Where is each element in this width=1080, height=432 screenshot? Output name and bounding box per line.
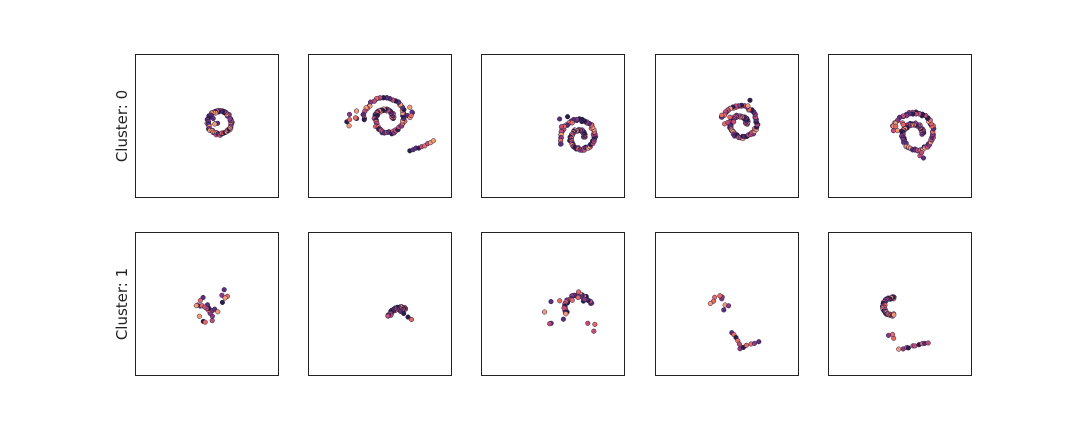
- point-1-0-18: [202, 304, 208, 310]
- row-label-1-text: Cluster: 1: [113, 267, 131, 341]
- point-0-2-126: [569, 120, 575, 126]
- point-1-2-43: [548, 299, 554, 305]
- scatter-plot-1-4: [879, 294, 931, 352]
- point-1-0-15: [215, 309, 221, 315]
- row-label-0-text: Cluster: 0: [113, 89, 131, 163]
- point-1-0-21: [219, 299, 225, 305]
- point-0-2-128: [558, 124, 564, 130]
- point-0-0-77: [227, 116, 233, 122]
- scatter-plot-1-3: [707, 293, 762, 352]
- point-1-2-55: [569, 297, 575, 303]
- scatter-plot-0-0: [204, 107, 235, 138]
- point-1-3-8: [717, 293, 723, 299]
- scatter-plot-1-1: [385, 304, 415, 323]
- point-0-1-126: [346, 111, 353, 117]
- point-1-0-22: [222, 295, 228, 301]
- point-1-2-42: [560, 316, 566, 322]
- point-0-1-127: [353, 108, 360, 114]
- point-1-2-47: [563, 311, 569, 317]
- point-0-0-81: [212, 121, 218, 127]
- row-label-1: Cluster: 1: [112, 232, 132, 376]
- point-1-1-41: [385, 313, 391, 319]
- point-1-4-45: [891, 312, 897, 318]
- point-0-0-79: [210, 115, 216, 122]
- point-0-3-119: [719, 112, 725, 118]
- point-1-3-20: [756, 339, 762, 345]
- point-0-3-125: [745, 103, 751, 109]
- scatter-panel-1-3: [655, 232, 799, 376]
- point-1-0-3: [209, 318, 215, 324]
- point-1-0-6: [197, 297, 203, 304]
- point-0-2-129: [565, 114, 571, 120]
- point-0-1-129: [361, 117, 367, 123]
- point-1-3-17: [743, 342, 749, 348]
- point-1-2-57: [591, 328, 597, 334]
- scatter-panel-0-0: [135, 54, 279, 198]
- scatter-plot-0-3: [718, 97, 761, 142]
- point-1-4-58: [885, 332, 892, 338]
- point-0-1-122: [346, 123, 352, 129]
- point-1-0-13: [193, 303, 199, 309]
- scatter-panel-0-2: [481, 54, 625, 198]
- point-1-2-52: [581, 296, 588, 302]
- scatter-panel-1-1: [308, 232, 452, 376]
- point-0-4-119: [900, 122, 906, 128]
- scatter-plot-1-2: [541, 289, 598, 334]
- point-1-0-0: [196, 313, 202, 319]
- scatter-panel-1-0: [135, 232, 279, 376]
- point-0-2-125: [558, 141, 564, 147]
- point-0-1-134: [407, 104, 413, 110]
- point-1-0-23: [219, 292, 225, 298]
- scatter-plot-0-4: [890, 109, 937, 161]
- point-0-4-126: [919, 150, 925, 156]
- point-0-4-120: [893, 123, 899, 129]
- point-0-2-130: [557, 116, 563, 122]
- point-0-3-122: [725, 119, 731, 126]
- point-1-1-45: [408, 316, 415, 323]
- scatter-plot-0-1: [344, 95, 436, 154]
- point-0-4-123: [899, 128, 905, 134]
- point-1-4-57: [890, 331, 896, 338]
- point-0-4-125: [920, 155, 927, 161]
- point-1-3-19: [751, 340, 758, 346]
- row-label-0: Cluster: 0: [112, 54, 132, 198]
- point-1-2-58: [592, 321, 598, 327]
- point-0-4-122: [894, 128, 901, 134]
- point-1-1-43: [401, 310, 407, 317]
- scatter-panel-0-1: [308, 54, 452, 198]
- point-1-2-44: [541, 309, 548, 315]
- scatter-panel-1-4: [828, 232, 972, 376]
- point-0-3-118: [727, 114, 733, 120]
- point-0-1-144: [430, 138, 436, 144]
- point-1-2-53: [576, 289, 582, 295]
- point-1-3-2: [721, 307, 727, 313]
- point-1-2-48: [557, 298, 563, 304]
- point-1-0-24: [221, 287, 227, 293]
- scatter-panel-0-3: [655, 54, 799, 198]
- point-0-1-128: [352, 115, 359, 121]
- scatter-panel-0-4: [828, 54, 972, 198]
- point-1-1-44: [405, 314, 411, 320]
- point-1-2-54: [575, 294, 581, 301]
- point-1-2-49: [547, 321, 553, 327]
- point-0-3-121: [731, 119, 737, 125]
- scatter-panel-1-2: [481, 232, 625, 376]
- point-1-0-19: [202, 319, 208, 325]
- scatter-plot-1-0: [193, 287, 230, 325]
- point-1-4-49: [905, 345, 911, 351]
- point-1-0-8: [209, 313, 215, 319]
- point-0-1-124: [347, 117, 353, 123]
- point-1-3-7: [707, 300, 713, 307]
- point-1-3-6: [726, 303, 732, 309]
- point-1-2-56: [585, 320, 591, 326]
- point-1-4-55: [925, 340, 931, 346]
- point-1-4-46: [896, 346, 902, 352]
- scatter-plot-0-2: [557, 114, 599, 153]
- point-1-2-46: [561, 305, 567, 311]
- point-0-1-135: [408, 113, 414, 119]
- point-1-4-51: [912, 343, 918, 349]
- point-0-3-124: [747, 97, 753, 103]
